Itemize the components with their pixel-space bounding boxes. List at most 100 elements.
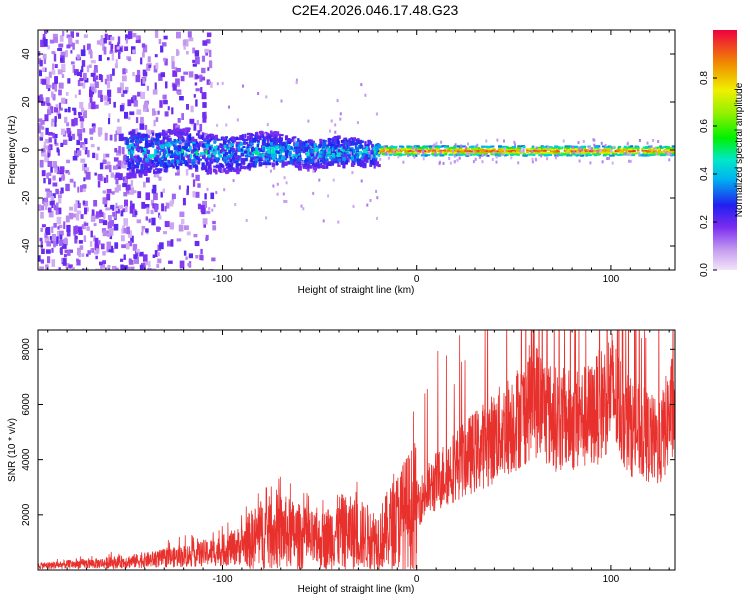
spectrogram-cell [244,154,249,157]
spectrogram-cell [165,141,169,144]
spectrogram-cell [70,50,73,54]
spectrogram-cell [131,129,136,137]
spectrogram-cell [250,158,254,163]
spectrogram-cell [312,159,316,163]
spectrogram-cell [295,151,299,155]
spectrogram-cell [189,153,192,159]
spectrogram-cell [259,153,263,157]
spectrogram-cell [153,169,156,174]
spectrogram-cell [174,151,177,156]
spectrogram-cell [184,127,187,132]
spectrogram-cell [630,147,634,150]
spectrogram-cell [148,159,152,163]
spectrogram-cell [126,156,129,159]
spectrogram-cell [664,151,667,155]
spectrogram-cell [255,147,258,152]
spectrogram-cell [201,67,206,74]
spectrogram-cell [249,133,253,138]
spectrogram-cell [334,159,338,164]
spectrogram-cell [120,264,124,270]
spectrogram-cell [167,240,172,247]
spectrogram-cell [527,148,531,151]
spectrogram-cell [532,154,536,156]
spectrogram-cell [380,145,384,148]
spectrogram-cell [177,131,180,134]
spectrogram-cell [72,42,75,50]
spectrogram-cell [68,106,71,113]
spectrogram-cell [424,154,428,157]
spectrogram-cell [132,159,135,164]
spectrogram-cell [173,138,177,143]
spectrogram-cell [303,141,308,147]
spectrogram-cell [177,145,182,150]
spectrogram-cell [145,162,149,167]
spectrogram-cell [616,153,622,156]
spectrogram-cell [280,137,283,141]
spectrogram-cell [102,43,105,51]
spectrogram-cell [199,135,204,140]
spectrogram-cell [240,135,243,138]
spectrogram-cell [262,147,265,151]
spectrogram-cell [51,259,56,267]
spectrogram-cell [399,145,404,148]
spectrogram-cell [348,139,352,144]
spectrogram-cell [554,154,557,157]
spectrogram-cell [186,51,189,55]
spectrogram-cell [173,145,178,151]
spectrogram-cell [521,151,525,154]
spectrogram-cell [74,69,79,76]
spectrogram-cell [237,149,241,153]
spectrogram-cell [170,163,174,167]
spectrogram-cell [312,145,315,149]
spectrogram-cell [65,92,69,96]
spectrogram-cell [137,191,142,199]
spectrogram-cell [358,139,362,144]
spectrogram-cell [58,102,62,109]
spectrogram-cell [54,116,57,122]
spectrogram-cell [40,205,45,211]
spectrogram-cell [205,149,208,155]
spectrogram-cell [367,154,372,158]
spectrogram-cell [291,139,295,142]
spectrogram-cell [351,147,354,150]
spectrogram-cell [53,204,59,211]
spectrogram-cell [346,145,349,149]
spectrogram-cell [53,241,56,248]
spectrogram-cell [333,158,337,162]
spectrogram-cell [206,39,211,44]
spectrogram-cell [152,254,156,258]
spectrogram-cell [270,145,273,148]
spectrogram-cell [554,145,558,148]
spectrogram-cell [206,144,209,148]
spectrogram-cell [227,163,231,168]
spectrogram-cell [593,151,597,154]
spectrogram-cell [144,124,148,131]
spectrogram-cell [266,141,269,144]
spectrogram-cell [66,231,71,237]
spectrogram-cell [377,153,381,157]
spectrogram-cell [352,149,355,154]
spectrogram-cell [51,247,54,253]
spectrogram-cell [611,152,615,155]
spectrogram-cell [114,44,118,53]
spectrogram-cell [93,200,98,207]
spectrogram-cell [129,172,133,175]
spectrogram-cell [136,69,141,77]
spectrogram-cell [259,149,263,152]
spectrogram-cell [136,248,140,253]
spectrogram-cell [202,200,207,209]
spectrogram-cell [150,209,154,215]
spectrogram-cell [648,148,653,151]
spectrogram-cell [638,139,641,142]
spectrogram-cell [507,150,513,153]
spectrogram-cell [543,150,547,152]
spectrogram-cell [203,138,207,141]
spectrogram-cell [94,242,100,251]
spectrogram-cell [570,148,573,151]
spectrogram-cell [201,92,207,100]
spectrogram-cell [185,131,189,136]
spectrogram-cell [140,170,144,174]
spectrogram-cell [270,153,275,158]
spectrogram-cell [159,161,164,167]
spectrogram-cell [53,133,58,139]
